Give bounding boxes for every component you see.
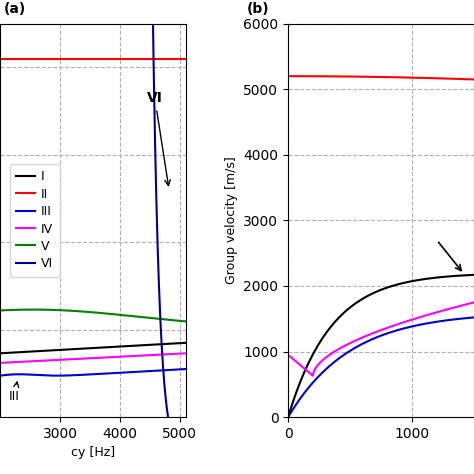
Text: (b): (b) (247, 2, 270, 16)
X-axis label: cy [Hz]: cy [Hz] (71, 447, 115, 459)
Text: III: III (9, 382, 20, 402)
Text: VI: VI (147, 91, 170, 185)
Legend: I, II, III, IV, V, VI: I, II, III, IV, V, VI (10, 164, 60, 277)
Y-axis label: Group velocity [m/s]: Group velocity [m/s] (225, 156, 238, 284)
Text: (a): (a) (4, 2, 26, 16)
